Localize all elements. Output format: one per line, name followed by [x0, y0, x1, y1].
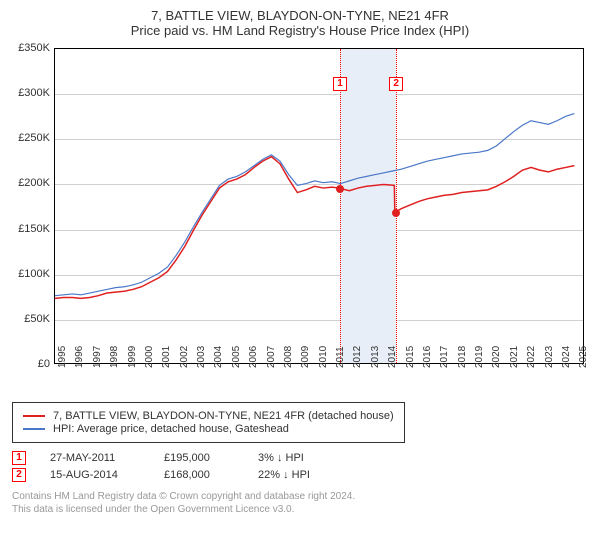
sale-date: 27-MAY-2011: [50, 452, 140, 464]
event-badge: 2: [389, 77, 403, 91]
x-axis-tick-label: 2007: [266, 346, 277, 368]
legend-label: HPI: Average price, detached house, Gate…: [53, 423, 289, 435]
x-axis-tick-label: 2023: [544, 346, 555, 368]
x-axis-tick-label: 2019: [474, 346, 485, 368]
x-axis-tick-label: 2010: [318, 346, 329, 368]
x-axis-tick-label: 1997: [92, 346, 103, 368]
x-axis-tick-label: 2002: [179, 346, 190, 368]
x-axis-tick-label: 2013: [370, 346, 381, 368]
chart: £0£50K£100K£150K£200K£250K£300K£350K 12 …: [12, 44, 588, 394]
event-badge: 1: [333, 77, 347, 91]
sale-price: £195,000: [164, 452, 234, 464]
y-axis-tick-label: £200K: [18, 177, 50, 189]
x-axis-tick-label: 2005: [231, 346, 242, 368]
x-axis-tick-label: 2001: [161, 346, 172, 368]
title-block: 7, BATTLE VIEW, BLAYDON-ON-TYNE, NE21 4F…: [12, 8, 588, 38]
series-hpi: [55, 114, 574, 296]
y-axis-tick-label: £100K: [18, 268, 50, 280]
sale-badge: 2: [12, 468, 26, 482]
legend-swatch: [23, 415, 45, 417]
series-subject: [55, 157, 574, 299]
x-axis-tick-label: 2025: [578, 346, 589, 368]
x-axis-tick-label: 2018: [457, 346, 468, 368]
legend-row: HPI: Average price, detached house, Gate…: [23, 423, 394, 435]
sale-row: 1 27-MAY-2011 £195,000 3% ↓ HPI: [12, 451, 588, 465]
x-axis-tick-label: 2003: [196, 346, 207, 368]
y-axis-tick-label: £350K: [18, 42, 50, 54]
sale-marker-dot: [392, 209, 400, 217]
y-axis-tick-label: £300K: [18, 87, 50, 99]
x-axis-tick-label: 2008: [283, 346, 294, 368]
license-text: Contains HM Land Registry data © Crown c…: [12, 490, 588, 516]
x-axis-tick-label: 1996: [74, 346, 85, 368]
title-subtitle: Price paid vs. HM Land Registry's House …: [12, 23, 588, 38]
y-axis-tick-label: £250K: [18, 132, 50, 144]
x-axis-tick-label: 2024: [561, 346, 572, 368]
x-axis-tick-label: 2004: [213, 346, 224, 368]
y-axis-tick-label: £150K: [18, 223, 50, 235]
sale-price: £168,000: [164, 469, 234, 481]
x-axis-tick-label: 2006: [248, 346, 259, 368]
sale-marker-dot: [336, 185, 344, 193]
y-axis-tick-label: £50K: [24, 313, 50, 325]
sale-delta: 3% ↓ HPI: [258, 452, 348, 464]
y-axis-tick-label: £0: [38, 358, 50, 370]
x-axis-tick-label: 2016: [422, 346, 433, 368]
x-axis-tick-label: 2000: [144, 346, 155, 368]
legend: 7, BATTLE VIEW, BLAYDON-ON-TYNE, NE21 4F…: [12, 402, 405, 443]
legend-row: 7, BATTLE VIEW, BLAYDON-ON-TYNE, NE21 4F…: [23, 410, 394, 422]
sales-table: 1 27-MAY-2011 £195,000 3% ↓ HPI 2 15-AUG…: [12, 451, 588, 482]
x-axis-tick-label: 2014: [387, 346, 398, 368]
sale-date: 15-AUG-2014: [50, 469, 140, 481]
x-axis-tick-label: 1995: [57, 346, 68, 368]
x-axis-tick-label: 2015: [405, 346, 416, 368]
title-address: 7, BATTLE VIEW, BLAYDON-ON-TYNE, NE21 4F…: [12, 8, 588, 23]
plot-area: 12: [54, 48, 584, 364]
sale-badge: 1: [12, 451, 26, 465]
x-axis-tick-label: 2017: [439, 346, 450, 368]
x-axis-tick-label: 1998: [109, 346, 120, 368]
x-axis-tick-label: 1999: [127, 346, 138, 368]
sale-row: 2 15-AUG-2014 £168,000 22% ↓ HPI: [12, 468, 588, 482]
x-axis-tick-label: 2012: [352, 346, 363, 368]
x-axis-tick-label: 2021: [509, 346, 520, 368]
x-axis-tick-label: 2020: [491, 346, 502, 368]
line-series: [55, 49, 583, 363]
sale-delta: 22% ↓ HPI: [258, 469, 348, 481]
chart-card: 7, BATTLE VIEW, BLAYDON-ON-TYNE, NE21 4F…: [0, 0, 600, 522]
license-line: This data is licensed under the Open Gov…: [12, 503, 588, 516]
x-axis-tick-label: 2022: [526, 346, 537, 368]
x-axis-tick-label: 2009: [300, 346, 311, 368]
legend-label: 7, BATTLE VIEW, BLAYDON-ON-TYNE, NE21 4F…: [53, 410, 394, 422]
x-axis-tick-label: 2011: [335, 346, 346, 368]
license-line: Contains HM Land Registry data © Crown c…: [12, 490, 588, 503]
legend-swatch: [23, 428, 45, 430]
